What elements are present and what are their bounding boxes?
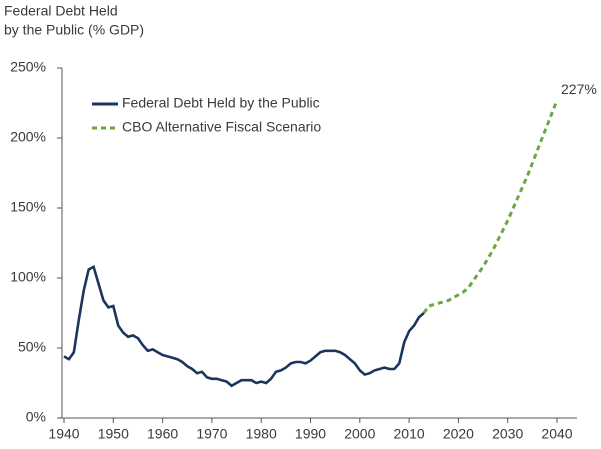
x-tick-label: 2030 [492,426,523,442]
x-tick-label: 1990 [295,426,326,442]
x-tick-label: 2040 [541,426,572,442]
data-label: 227% [561,81,597,97]
x-tick-label: 1950 [98,426,129,442]
x-tick-label: 1970 [196,426,227,442]
y-axis-title: by the Public (% GDP) [4,22,144,38]
series-line [422,99,559,314]
y-tick-label: 150% [10,199,46,215]
y-tick-label: 100% [10,269,46,285]
y-tick-label: 50% [18,339,46,355]
y-tick-label: 250% [10,59,46,75]
legend-label: Federal Debt Held by the Public [122,95,320,111]
y-axis-title: Federal Debt Held [4,3,118,19]
x-tick-label: 1940 [48,426,79,442]
legend-label: CBO Alternative Fiscal Scenario [122,119,321,135]
y-tick-label: 0% [26,409,46,425]
x-tick-label: 2020 [443,426,474,442]
x-tick-label: 1960 [147,426,178,442]
x-tick-label: 2010 [394,426,425,442]
x-tick-label: 2000 [344,426,375,442]
y-tick-label: 200% [10,129,46,145]
x-tick-label: 1980 [246,426,277,442]
series-line [63,264,425,388]
